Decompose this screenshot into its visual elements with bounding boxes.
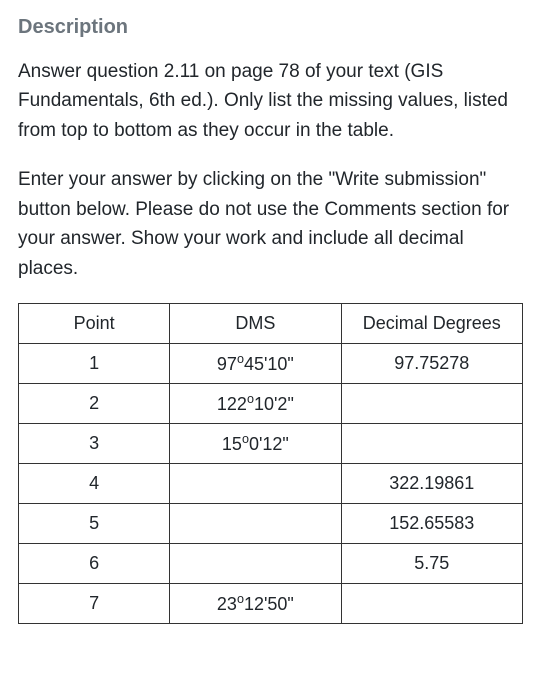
cell-dms: 122o10'2"	[170, 384, 341, 424]
table-row: 5 152.65583	[19, 504, 523, 544]
cell-dd	[341, 424, 522, 464]
cell-point: 1	[19, 344, 170, 384]
col-header-point: Point	[19, 304, 170, 344]
cell-dms	[170, 544, 341, 584]
cell-dms	[170, 504, 341, 544]
table-row: 315o0'12"	[19, 424, 523, 464]
cell-dd: 152.65583	[341, 504, 522, 544]
cell-point: 3	[19, 424, 170, 464]
cell-point: 7	[19, 584, 170, 624]
cell-point: 5	[19, 504, 170, 544]
cell-point: 2	[19, 384, 170, 424]
table-header-row: Point DMS Decimal Degrees	[19, 304, 523, 344]
table-row: 197o45'10"97.75278	[19, 344, 523, 384]
cell-dd: 97.75278	[341, 344, 522, 384]
table-body: 197o45'10"97.752782122o10'2"315o0'12"432…	[19, 344, 523, 624]
cell-point: 6	[19, 544, 170, 584]
instruction-para-1: Answer question 2.11 on page 78 of your …	[18, 57, 523, 145]
table-row: 2122o10'2"	[19, 384, 523, 424]
cell-dms: 15o0'12"	[170, 424, 341, 464]
cell-point: 4	[19, 464, 170, 504]
table-row: 723o12'50"	[19, 584, 523, 624]
col-header-dd: Decimal Degrees	[341, 304, 522, 344]
table-row: 4 322.19861	[19, 464, 523, 504]
col-header-dms: DMS	[170, 304, 341, 344]
section-heading: Description	[18, 16, 523, 39]
cell-dms	[170, 464, 341, 504]
cell-dd: 5.75	[341, 544, 522, 584]
instruction-para-2: Enter your answer by clicking on the "Wr…	[18, 165, 523, 283]
dms-table: Point DMS Decimal Degrees 197o45'10"97.7…	[18, 303, 523, 624]
cell-dd: 322.19861	[341, 464, 522, 504]
table-row: 65.75	[19, 544, 523, 584]
cell-dms: 97o45'10"	[170, 344, 341, 384]
cell-dd	[341, 384, 522, 424]
cell-dms: 23o12'50"	[170, 584, 341, 624]
cell-dd	[341, 584, 522, 624]
